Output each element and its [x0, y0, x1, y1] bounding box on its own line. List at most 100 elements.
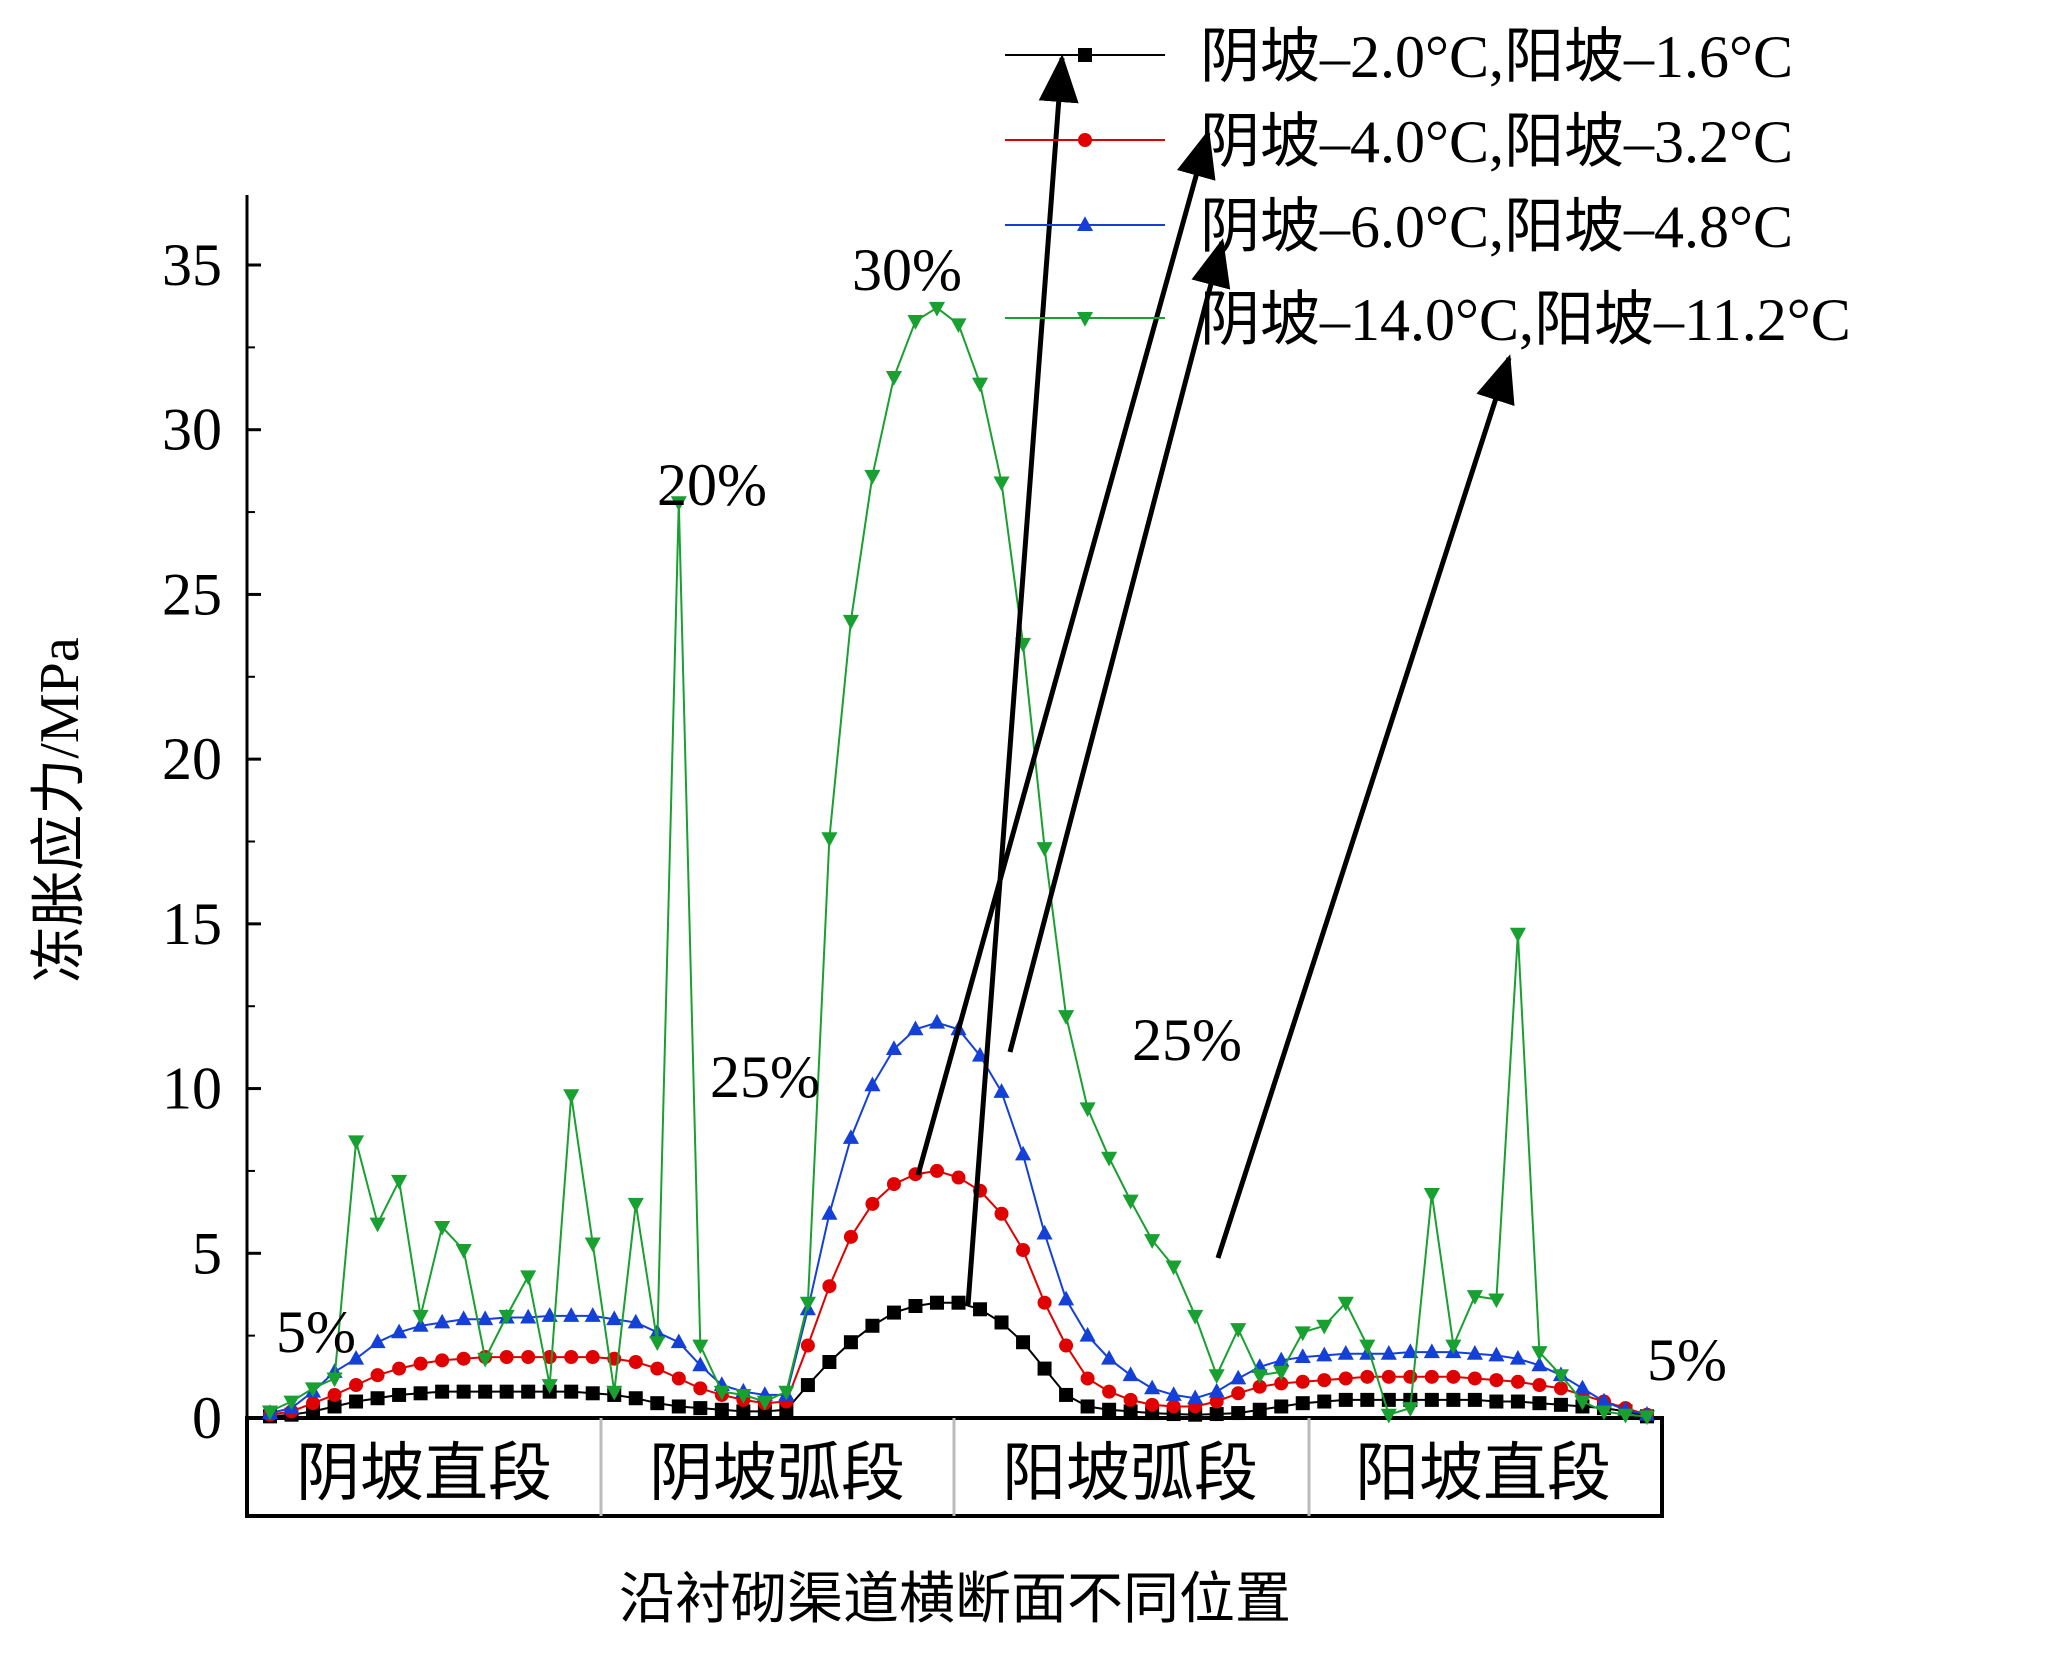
data-point-marker — [391, 1323, 408, 1339]
data-point-marker — [670, 496, 687, 511]
data-point-marker — [929, 1295, 944, 1310]
data-point-marker — [520, 1270, 537, 1286]
data-point-marker — [498, 1309, 515, 1325]
data-point-marker — [1531, 1356, 1548, 1372]
data-point-marker — [865, 1196, 880, 1211]
data-point-marker — [973, 1302, 988, 1317]
data-point-marker — [800, 1338, 815, 1353]
data-point-marker — [1595, 1405, 1613, 1421]
data-point-marker — [1424, 1392, 1439, 1407]
data-point-marker — [822, 1354, 837, 1369]
annotation-label-25pct-right: 25% — [1132, 1007, 1242, 1073]
data-point-marker — [843, 1335, 858, 1350]
data-point-marker — [928, 1013, 946, 1029]
segment-label-sun-straight: 阳坡直段 — [1355, 1438, 1611, 1509]
data-point-marker — [1531, 1346, 1548, 1361]
data-point-marker — [1295, 1396, 1310, 1411]
data-point-marker — [885, 371, 903, 386]
data-point-marker — [1165, 1386, 1182, 1401]
legend: 阴坡–2.0°C,阳坡–1.6°C 阴坡–4.0°C,阳坡–3.2°C 阴坡–6.0… — [1005, 24, 1851, 353]
data-point-marker — [1295, 1374, 1310, 1389]
y-tick-label: 10 — [162, 1056, 222, 1122]
data-point-marker — [907, 315, 924, 330]
data-point-marker — [584, 1307, 601, 1322]
data-point-marker — [693, 1401, 708, 1416]
data-point-marker — [1532, 1396, 1547, 1411]
series-2 — [263, 1163, 1654, 1422]
data-point-marker — [1316, 1346, 1333, 1362]
data-point-marker — [1489, 1394, 1504, 1409]
annotation-arrow-red-series — [915, 129, 1216, 1176]
data-point-marker — [1123, 1404, 1138, 1419]
data-point-marker — [1208, 1382, 1225, 1398]
data-point-marker — [628, 1391, 643, 1406]
data-point-marker — [1122, 1194, 1139, 1210]
annotation-label-30pct: 30% — [852, 237, 962, 303]
data-point-marker — [1467, 1392, 1482, 1407]
data-point-marker — [1059, 1387, 1074, 1402]
data-point-marker — [1552, 1369, 1569, 1384]
data-point-marker — [907, 1020, 924, 1036]
series-line — [269, 1021, 1648, 1416]
data-point-marker — [1166, 1399, 1181, 1414]
data-point-marker — [477, 1310, 494, 1326]
data-point-marker — [951, 1295, 966, 1310]
data-point-marker — [1510, 1374, 1525, 1389]
segment-label-shade-arc: 阴坡弧段 — [649, 1438, 905, 1509]
y-axis-title: 冻胀应力/MPa — [29, 637, 91, 982]
data-point-marker — [1424, 1369, 1439, 1384]
data-point-marker — [326, 1372, 343, 1388]
data-point-marker — [520, 1308, 537, 1324]
y-tick-label: 0 — [192, 1385, 222, 1451]
data-point-marker — [1251, 1369, 1268, 1384]
data-point-marker — [1445, 1339, 1462, 1355]
data-point-marker — [1553, 1397, 1568, 1412]
data-point-marker — [756, 1395, 773, 1411]
data-point-marker — [1317, 1373, 1332, 1388]
data-point-marker — [1509, 1349, 1526, 1365]
x-axis-title: 沿衬砌渠道横断面不同位置 — [619, 1569, 1291, 1631]
data-point-marker — [499, 1384, 514, 1399]
data-point-marker — [1316, 1319, 1333, 1335]
data-point-marker — [1273, 1365, 1290, 1381]
data-point-marker — [800, 1378, 815, 1393]
data-point-marker — [261, 1405, 279, 1421]
data-point-marker — [348, 1349, 365, 1365]
data-point-marker — [1337, 1296, 1354, 1312]
y-tick-label: 5 — [192, 1220, 222, 1286]
data-point-marker — [563, 1089, 580, 1104]
data-point-marker — [1102, 1384, 1117, 1399]
data-point-marker — [1122, 1366, 1139, 1382]
data-point-marker — [1595, 1392, 1613, 1408]
data-point-marker — [1016, 1242, 1031, 1257]
data-point-marker — [1274, 1376, 1289, 1391]
annotation-label-20pct: 20% — [657, 452, 767, 518]
data-point-marker — [306, 1396, 321, 1411]
data-point-marker — [1014, 1145, 1032, 1161]
data-point-marker — [1144, 1234, 1161, 1249]
data-point-marker — [1076, 312, 1094, 327]
data-point-marker — [1209, 1394, 1224, 1409]
data-point-marker — [1102, 1402, 1117, 1417]
segment-dividers — [599, 1418, 1311, 1516]
data-point-marker — [1231, 1406, 1246, 1421]
data-point-marker — [1467, 1371, 1482, 1386]
data-point-marker — [994, 1315, 1009, 1330]
annotation-arrow-green-series — [1215, 354, 1515, 1259]
data-point-marker — [1380, 1408, 1397, 1424]
data-point-marker — [1101, 1349, 1118, 1365]
data-point-marker — [886, 1177, 901, 1192]
data-point-marker — [1231, 1386, 1246, 1401]
data-point-marker — [1079, 1326, 1096, 1342]
data-point-marker — [627, 1313, 644, 1329]
data-point-marker — [821, 1205, 838, 1220]
data-point-marker — [435, 1384, 450, 1399]
data-point-marker — [1466, 1290, 1483, 1305]
data-point-marker — [585, 1350, 600, 1365]
data-point-marker — [971, 377, 989, 393]
data-point-marker — [1230, 1369, 1247, 1385]
data-point-marker — [1058, 1290, 1075, 1306]
data-point-marker — [627, 1197, 644, 1213]
data-point-marker — [1230, 1323, 1247, 1338]
data-point-marker — [606, 1310, 623, 1326]
